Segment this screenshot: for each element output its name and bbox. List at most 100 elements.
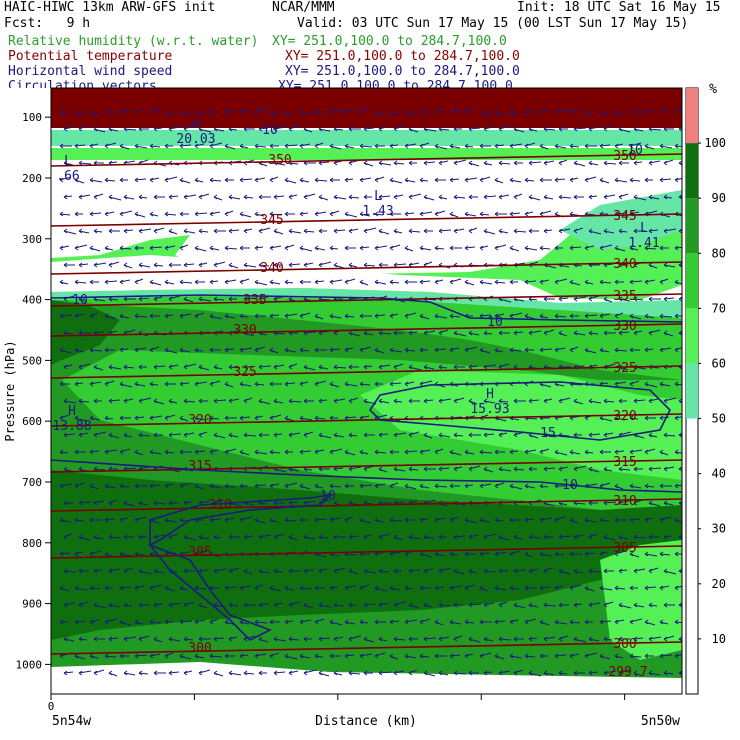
vector-head	[419, 483, 424, 489]
vector-arrow	[573, 332, 586, 336]
vector-head	[134, 177, 139, 183]
vector-head	[258, 398, 263, 404]
vector-head	[213, 568, 218, 574]
vector-arrow	[524, 315, 536, 320]
vector-head	[59, 449, 64, 455]
vector-head	[603, 398, 608, 404]
vector-head	[194, 109, 199, 115]
vector-arrow	[179, 313, 192, 317]
vector-head	[104, 347, 109, 353]
vector-head	[273, 194, 278, 200]
vector-head	[629, 415, 634, 421]
colorbar-tick-label: 10	[712, 632, 726, 646]
vector-head	[374, 653, 379, 659]
vector-arrow	[299, 312, 311, 317]
vector-head	[149, 381, 154, 387]
vector-arrow	[674, 621, 682, 624]
vector-arrow	[228, 229, 240, 232]
vector-arrow	[74, 620, 87, 623]
vector-arrow	[318, 637, 331, 640]
vector-head	[468, 194, 473, 200]
vector-arrow	[198, 366, 210, 371]
vector-arrow	[149, 177, 160, 181]
vector-head	[179, 415, 184, 421]
vector-arrow	[614, 111, 625, 114]
vector-arrow	[543, 672, 555, 676]
vector-arrow	[138, 196, 148, 199]
vector-arrow	[224, 145, 236, 150]
vector-arrow	[254, 519, 266, 524]
vector-head	[284, 245, 289, 251]
vector-head	[138, 194, 143, 200]
vector-head	[164, 517, 169, 523]
vector-head	[648, 398, 653, 404]
vector-head	[614, 143, 619, 149]
vector-head	[449, 313, 454, 319]
vector-arrow	[123, 160, 136, 164]
vector-head	[138, 296, 143, 302]
vector-head	[479, 619, 484, 625]
vector-arrow	[404, 312, 417, 317]
vector-arrow	[528, 298, 538, 301]
vector-arrow	[573, 264, 583, 267]
vector-arrow	[288, 432, 301, 436]
vector-head	[288, 568, 293, 574]
vector-arrow	[464, 145, 474, 148]
vector-arrow	[123, 128, 137, 131]
vector-head	[558, 398, 563, 404]
vector-arrow	[78, 162, 92, 165]
vector-arrow	[378, 671, 392, 674]
vector-head	[168, 364, 173, 370]
vector-head	[179, 347, 184, 353]
vector-head	[633, 160, 638, 166]
vector-arrow	[303, 193, 316, 198]
vector-head	[258, 534, 263, 540]
vector-arrow	[554, 347, 566, 351]
vector-arrow	[288, 230, 302, 234]
vector-arrow	[494, 587, 507, 591]
vector-arrow	[123, 366, 135, 369]
vector-head	[584, 245, 589, 251]
vector-arrow	[254, 451, 268, 455]
vector-arrow	[254, 213, 265, 217]
vector-arrow	[149, 484, 161, 487]
vector-head	[224, 653, 229, 659]
vector-arrow	[569, 108, 581, 113]
vector-head	[423, 364, 428, 370]
vector-head	[228, 432, 233, 438]
vector-head	[299, 245, 304, 251]
vector-arrow	[194, 550, 208, 555]
vector-arrow	[648, 398, 659, 402]
vector-arrow	[93, 604, 107, 609]
y-tick-label: 900	[22, 598, 42, 611]
vector-arrow	[273, 638, 287, 642]
vector-arrow	[464, 484, 474, 487]
vector-arrow	[138, 672, 149, 675]
vector-head	[329, 279, 334, 285]
vector-arrow	[558, 434, 570, 437]
vector-head	[618, 398, 623, 404]
vector-arrow	[288, 400, 302, 403]
vector-head	[374, 585, 379, 591]
vector-head	[303, 364, 308, 370]
vector-head	[344, 483, 349, 489]
vector-arrow	[393, 501, 405, 504]
vector-head	[524, 517, 529, 523]
vector-arrow	[329, 553, 340, 557]
vector-arrow	[449, 654, 461, 657]
vector-head	[333, 602, 338, 608]
vector-arrow	[614, 212, 627, 215]
extremum-marker: H	[68, 404, 76, 419]
vector-arrow	[674, 451, 682, 454]
vector-arrow	[483, 126, 494, 130]
vector-arrow	[599, 144, 611, 147]
vector-head	[213, 262, 218, 268]
vector-head	[663, 160, 668, 166]
vector-head	[569, 279, 574, 285]
vector-arrow	[179, 620, 193, 623]
vector-head	[449, 177, 454, 183]
vector-arrow	[543, 160, 555, 164]
vector-arrow	[648, 467, 662, 470]
vector-head	[599, 313, 604, 319]
vector-head	[573, 466, 578, 472]
